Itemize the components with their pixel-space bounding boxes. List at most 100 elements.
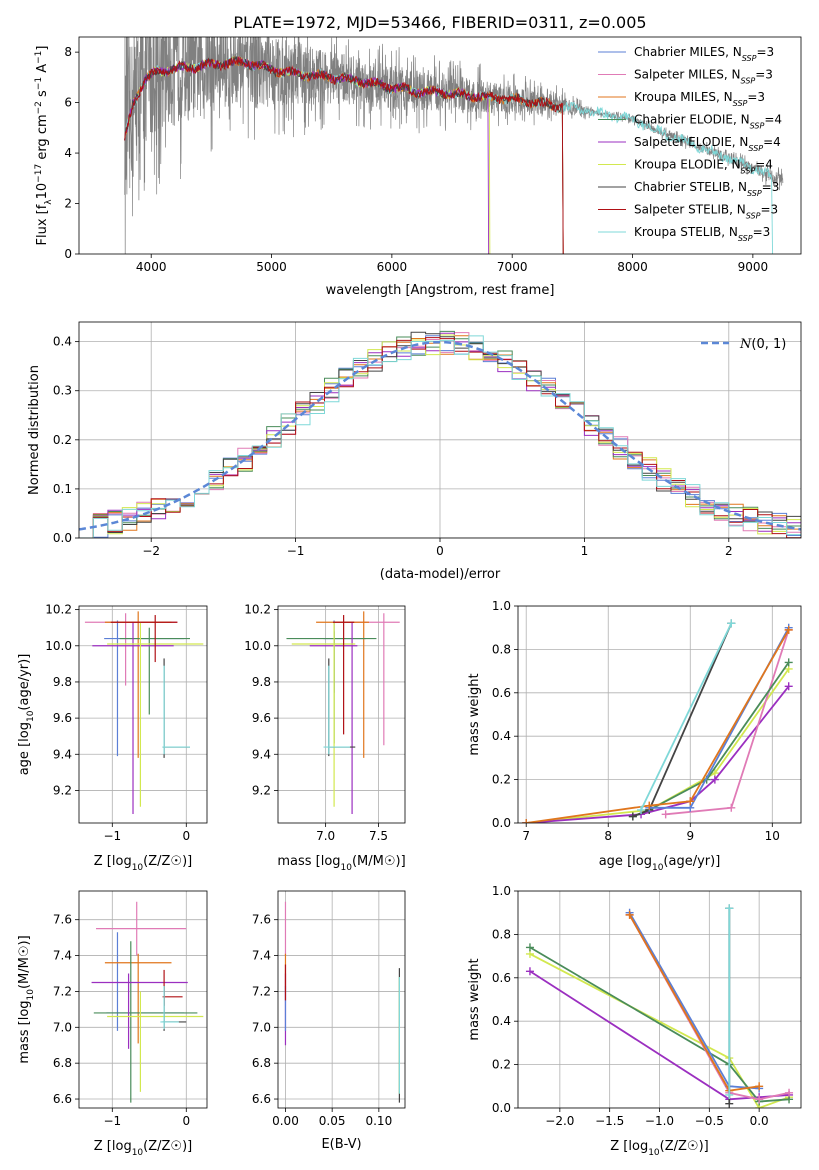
legend-part: Chabrier STELIB, N <box>634 180 747 194</box>
x-axis-label: wavelength [Angstrom, rest frame] <box>326 283 555 298</box>
y-tick-label: 6.8 <box>252 1056 271 1070</box>
y-tick-label: 1.0 <box>492 884 511 898</box>
y-axis-label: mass [log10(M/M☉)] <box>17 935 36 1063</box>
x-axis-label: age [log10(age/yr)] <box>599 854 721 873</box>
label-part: (age/yr)] <box>17 654 32 711</box>
y-axis-label: mass weight <box>467 958 482 1040</box>
x-tick-label: 0.10 <box>365 1114 392 1128</box>
y-tick-label: 10.0 <box>244 639 271 653</box>
axes-mass_vs_EBV: 0.00 0.05 0.10 6.6 6.8 7.0 7.2 7.4 7.6 E(B-V) <box>252 890 406 1152</box>
y-tick-label: 0.6 <box>492 686 511 700</box>
series-marker <box>725 1090 734 1099</box>
legend-label: Chabrier MILES, NSSP=3 <box>634 45 774 63</box>
y-tick-label: 7.0 <box>252 1020 271 1034</box>
series-marker <box>784 625 793 634</box>
label-part: 10 <box>35 183 50 200</box>
legend-part: =4 <box>755 158 773 172</box>
x-tick-label: −1.0 <box>645 1114 674 1128</box>
series-marker <box>785 1088 794 1097</box>
y-tick-label: 9.2 <box>252 783 271 797</box>
x-tick-label: 2 <box>725 544 733 558</box>
label-part: (Z/Z☉)] <box>143 1139 192 1154</box>
legend-part: Salpeter ELODIE, N <box>634 135 748 149</box>
y-tick-label: 0.4 <box>53 335 72 349</box>
plot-area <box>79 322 801 538</box>
label-part: Z [log <box>94 1139 132 1154</box>
legend-sub: SSP <box>741 166 756 175</box>
data-layer <box>79 330 801 538</box>
label-part: (M/M☉)] <box>17 935 32 989</box>
series-line-kroupa-elodie <box>526 668 790 823</box>
legend-part: Salpeter STELIB, N <box>634 203 746 217</box>
label-part: (Z/Z☉)] <box>660 1139 709 1154</box>
y-tick-label: 0.4 <box>492 729 511 743</box>
label-sub: 10 <box>341 863 353 873</box>
label-part: A <box>35 64 50 77</box>
legend-part: Kroupa STELIB, N <box>634 225 738 239</box>
axes-age_vs_Z: −1 09.29.49.69.810.010.2Z [log10(Z/Z☉)]ag… <box>17 603 208 873</box>
legend-label: Chabrier STELIB, NSSP=3 <box>634 180 779 198</box>
label-part: −1 <box>34 51 44 64</box>
x-axis-label: Z [log10(Z/Z☉)] <box>94 854 192 873</box>
legend-sub: SSP <box>747 189 762 198</box>
series-marker <box>755 1095 764 1104</box>
y-tick-label: 0.3 <box>53 384 72 398</box>
data-layer <box>124 37 784 254</box>
y-tick-label: 7.0 <box>53 1020 72 1034</box>
legend-part: =3 <box>753 225 771 239</box>
y-tick-label: 0.2 <box>492 1058 511 1072</box>
legend-label: Salpeter ELODIE, NSSP=4 <box>634 135 781 153</box>
y-tick-label: 6 <box>64 96 72 110</box>
x-tick-label: 1 <box>581 544 589 558</box>
legend-part: (0, 1) <box>751 337 786 352</box>
axes-age_vs_mass: 7.0 7.5 9.2 9.4 9.6 9.8 10.0 10.2 mass [log10(M/… <box>244 603 405 873</box>
y-tick-label: 9.6 <box>252 711 271 725</box>
y-tick-label: 6.8 <box>53 1056 72 1070</box>
series-marker <box>725 904 734 913</box>
series-line-chabrier-elodie <box>529 946 790 1103</box>
series-marker <box>661 810 670 819</box>
y-tick-label: 7.4 <box>252 949 271 963</box>
legend-part: N <box>739 337 752 352</box>
axes-frame <box>277 605 406 824</box>
y-tick-label: 10.2 <box>244 603 271 617</box>
y-tick-label: 0.6 <box>492 971 511 985</box>
label-part: (M/M☉)] <box>352 854 406 869</box>
x-axis-label: (data-model)/error <box>380 567 501 582</box>
legend-label: Kroupa ELODIE, NSSP=4 <box>634 158 773 176</box>
series-line-chabrier-miles <box>628 912 760 1090</box>
axes-frame <box>517 890 802 1109</box>
plot-area <box>124 37 784 254</box>
legend-part: =3 <box>760 203 778 217</box>
y-tick-label: 10.2 <box>45 603 72 617</box>
x-tick-label: −1.5 <box>595 1114 624 1128</box>
figure-title: PLATE=1972, MJD=53466, FIBERID=0311, z=0… <box>233 13 646 32</box>
y-tick-label: 7.6 <box>53 913 72 927</box>
label-part: −2 <box>34 101 44 114</box>
plot-area <box>278 606 405 823</box>
series-marker <box>727 803 736 812</box>
x-tick-label: 7.0 <box>316 829 335 843</box>
x-tick-label: 8000 <box>617 260 648 274</box>
label-part: Flux [f <box>35 204 50 245</box>
data-layer <box>84 611 204 814</box>
legend-part: =4 <box>763 135 781 149</box>
y-tick-label: 9.8 <box>252 675 271 689</box>
series-marker <box>784 682 793 691</box>
plot-area <box>278 891 405 1108</box>
legend-label: Kroupa MILES, NSSP=3 <box>634 90 765 108</box>
legend-part: =3 <box>756 45 774 59</box>
legend-part: Kroupa ELODIE, N <box>634 158 741 172</box>
legend-label: Salpeter STELIB, NSSP=3 <box>634 203 778 221</box>
x-tick-label: −1 <box>103 829 121 843</box>
x-axis-label: Z [log10(Z/Z☉)] <box>94 1139 192 1158</box>
x-tick-label: 4000 <box>136 260 167 274</box>
legend-sub: SSP <box>741 76 756 85</box>
label-sub: 10 <box>648 1148 660 1158</box>
y-tick-label: 0.8 <box>492 642 511 656</box>
grid <box>278 891 405 1108</box>
y-tick-label: 10.0 <box>45 639 72 653</box>
x-tick-label: −2 <box>142 544 160 558</box>
series-line-kroupa-stelib <box>640 623 733 811</box>
legend-part: =3 <box>762 180 780 194</box>
